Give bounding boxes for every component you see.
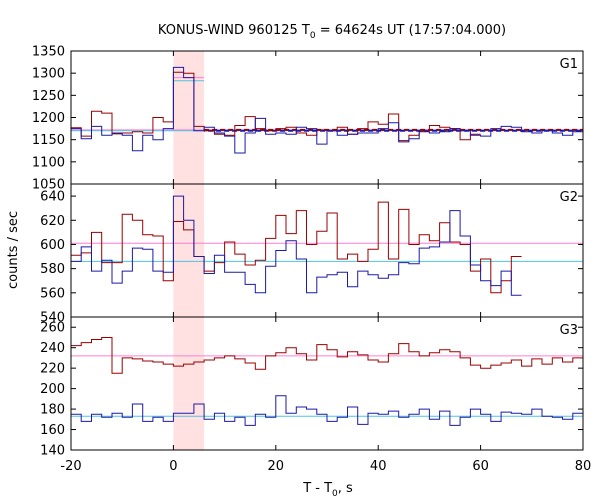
- y-tick-label: 1100: [32, 155, 65, 170]
- panel-g3: 140 160 180 200 220 240 260 G3: [40, 316, 584, 459]
- burst-interval-shade: [173, 184, 205, 317]
- y-tick-label: 540: [40, 311, 65, 326]
- x-tick-label: 0: [169, 459, 177, 474]
- y-tick-label: 160: [40, 423, 65, 438]
- red-series-g3: [71, 337, 583, 374]
- panel-frame: [70, 316, 584, 451]
- panel-label: G2: [560, 190, 578, 205]
- y-tick-label: 180: [40, 403, 65, 418]
- y-tick-label: 240: [40, 341, 65, 356]
- panel-g2: 540 560 580 600 620 640 G2: [40, 183, 584, 326]
- panel-label: G3: [560, 323, 578, 338]
- y-tick-label: 640: [40, 190, 65, 205]
- burst-interval-shade: [173, 317, 205, 450]
- y-tick-label: 560: [40, 286, 65, 301]
- y-tick-label: 140: [40, 444, 65, 459]
- y-tick-label: 1350: [32, 45, 65, 60]
- x-tick-label: 20: [268, 459, 285, 474]
- panel-g1: 1050 1100 1150 1200 1250 1300 1350 G1: [32, 45, 584, 193]
- blue-series-g2: [71, 195, 522, 296]
- panel-frame: [70, 183, 584, 318]
- plot-layer: 1050 1100 1150 1200 1250 1300 1350 G1 540 560 580 6…: [32, 45, 591, 475]
- panel-frame: [70, 50, 584, 185]
- y-tick-label: 1200: [32, 111, 65, 126]
- blue-series-g1: [71, 66, 583, 154]
- burst-interval-shade: [173, 51, 205, 184]
- panel-label: G1: [560, 57, 578, 72]
- y-tick-label: 1050: [32, 178, 65, 193]
- y-tick-label: 260: [40, 321, 65, 336]
- y-tick-label: 200: [40, 382, 65, 397]
- y-tick-label: 1250: [32, 89, 65, 104]
- x-axis-label: T - T0, s: [302, 481, 353, 499]
- x-tick-label: 60: [472, 459, 489, 474]
- y-tick-label: 1300: [32, 67, 65, 82]
- x-tick-label: 40: [370, 459, 387, 474]
- y-tick-label: 580: [40, 262, 65, 277]
- y-tick-label: 600: [40, 238, 65, 253]
- red-series-g1: [71, 71, 481, 142]
- x-tick-label: 80: [575, 459, 592, 474]
- y-tick-label: 1150: [32, 133, 65, 148]
- x-tick-label: -20: [60, 459, 81, 474]
- y-axis-label: counts / sec: [6, 211, 21, 289]
- y-tick-label: 620: [40, 214, 65, 229]
- red-series-g2: [71, 201, 522, 294]
- blue-series-g3: [71, 395, 583, 426]
- y-tick-label: 220: [40, 362, 65, 377]
- chart-title: KONUS-WIND 960125 T0 = 64624s UT (17:57:…: [158, 23, 506, 41]
